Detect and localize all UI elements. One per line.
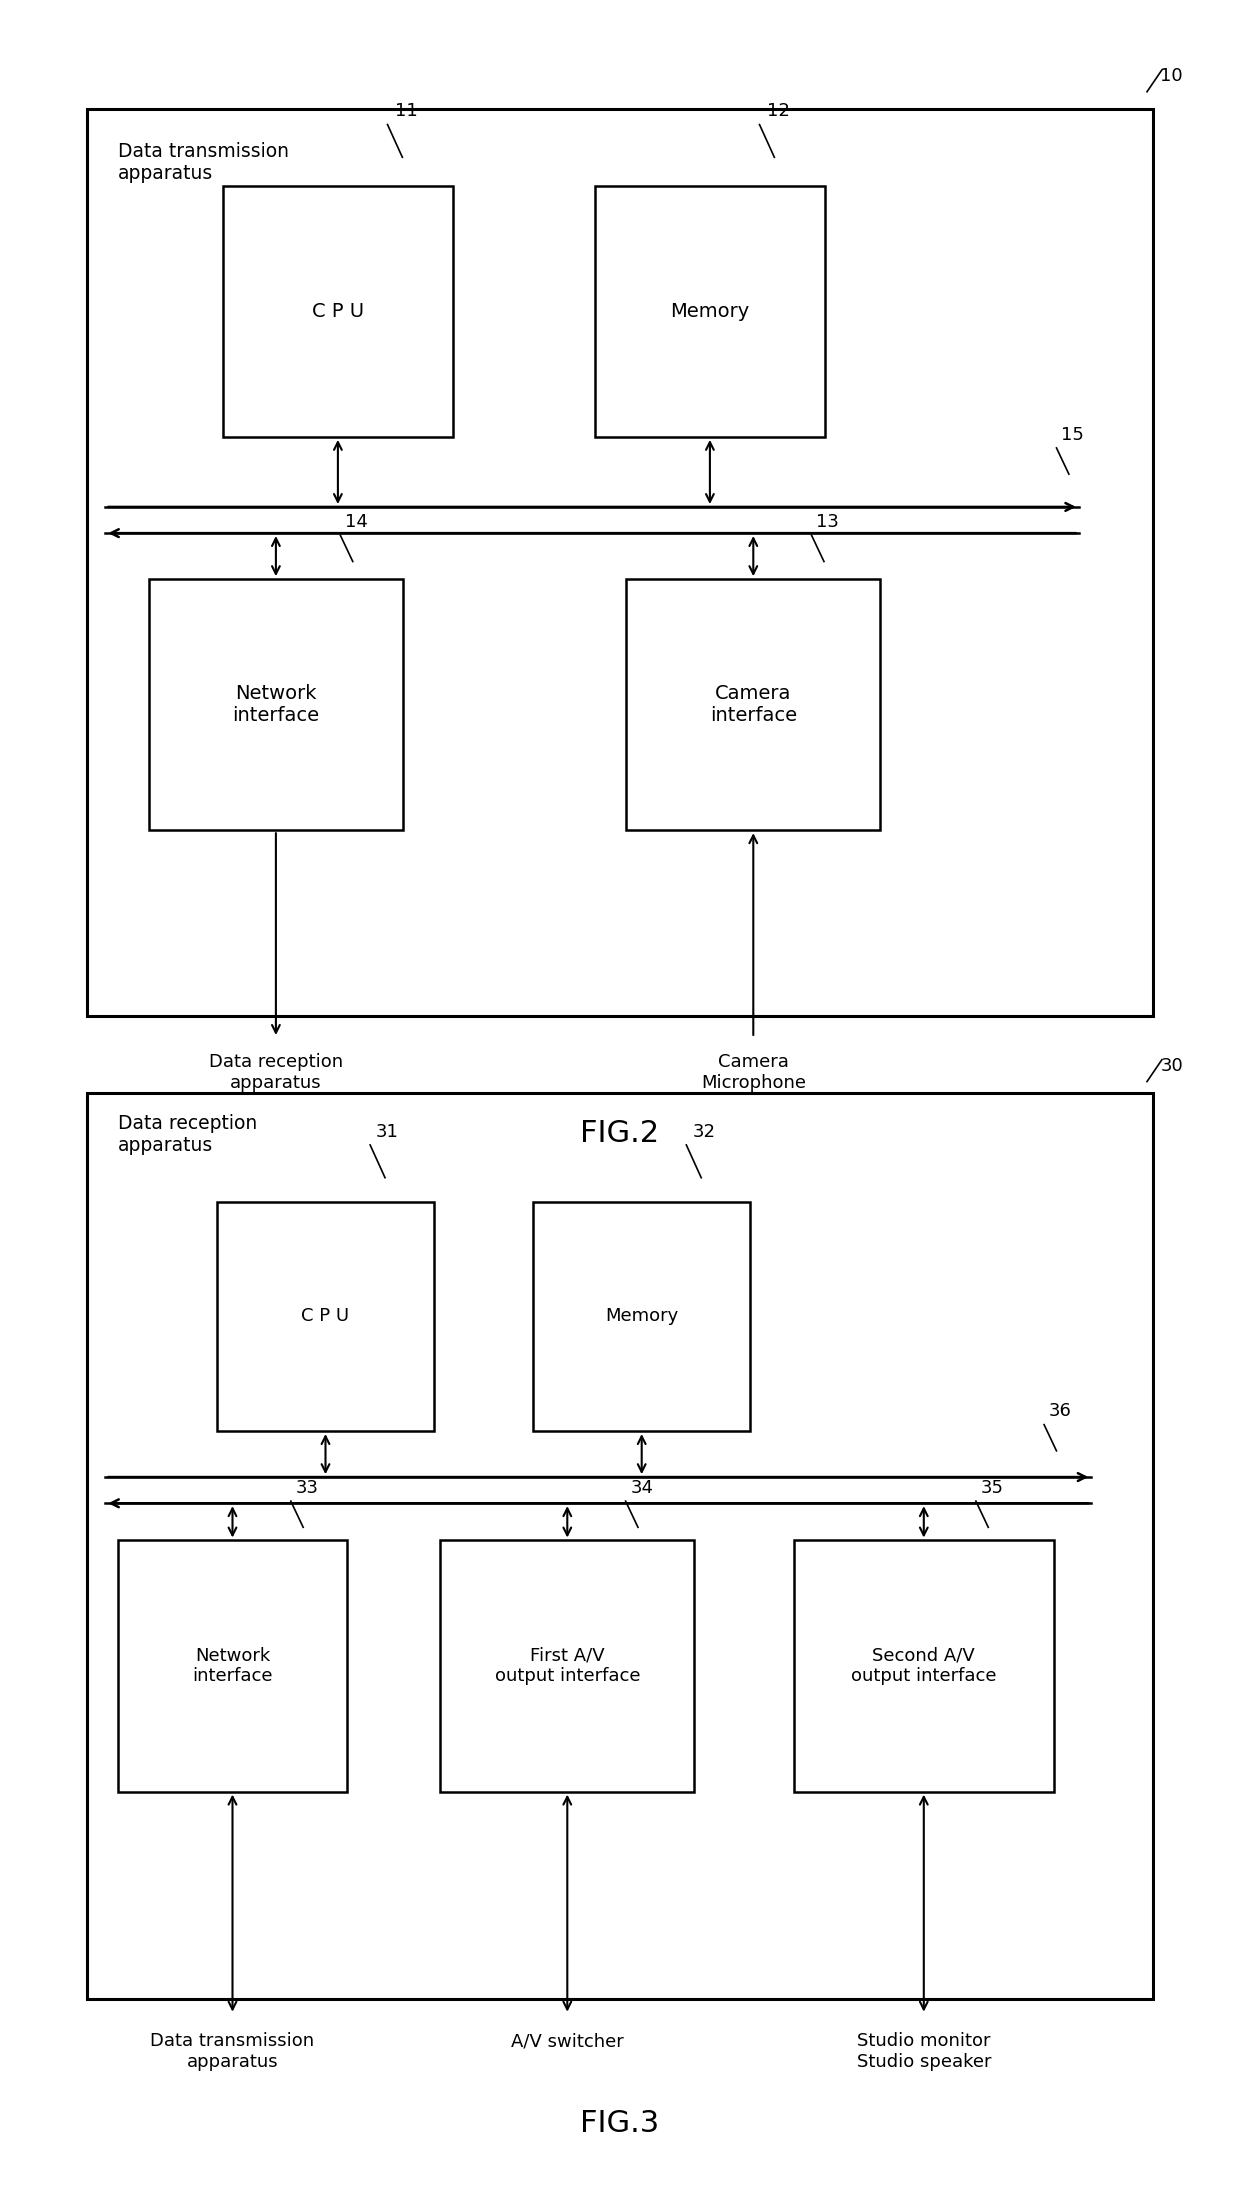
Text: 10: 10	[1161, 68, 1183, 85]
Text: Network
interface: Network interface	[192, 1647, 273, 1685]
Bar	[118, 1540, 347, 1792]
Bar	[87, 1092, 1153, 1999]
Text: Data transmission
apparatus: Data transmission apparatus	[118, 142, 289, 184]
Text: Data reception
apparatus: Data reception apparatus	[208, 1053, 343, 1092]
Text: Memory: Memory	[671, 302, 749, 321]
Text: 11: 11	[394, 103, 418, 120]
Text: Studio monitor
Studio speaker: Studio monitor Studio speaker	[857, 2032, 991, 2071]
Text: Memory: Memory	[605, 1307, 678, 1326]
Bar	[87, 109, 1153, 1016]
Text: 31: 31	[376, 1123, 399, 1141]
Text: 36: 36	[1049, 1403, 1071, 1420]
Text: FIG.2: FIG.2	[580, 1119, 660, 1147]
Text: Camera
Microphone: Camera Microphone	[701, 1053, 806, 1092]
Text: 14: 14	[345, 513, 368, 531]
Text: 13: 13	[816, 513, 839, 531]
Text: Camera
interface: Camera interface	[709, 684, 797, 725]
Text: Network
interface: Network interface	[232, 684, 320, 725]
Text: Data reception
apparatus: Data reception apparatus	[118, 1114, 257, 1156]
Text: Second A/V
output interface: Second A/V output interface	[851, 1647, 997, 1685]
Text: 35: 35	[981, 1479, 1003, 1497]
Text: FIG.3: FIG.3	[580, 2109, 660, 2137]
Text: 12: 12	[766, 103, 790, 120]
Bar	[794, 1540, 1054, 1792]
Bar	[149, 579, 403, 830]
Text: 30: 30	[1161, 1058, 1183, 1075]
Bar	[533, 1202, 750, 1431]
Text: A/V switcher: A/V switcher	[511, 2032, 624, 2050]
Text: 34: 34	[630, 1479, 653, 1497]
Bar	[440, 1540, 694, 1792]
Bar	[595, 186, 825, 437]
Text: 15: 15	[1061, 426, 1084, 444]
Text: Data transmission
apparatus: Data transmission apparatus	[150, 2032, 315, 2071]
Text: 33: 33	[295, 1479, 319, 1497]
Bar	[217, 1202, 434, 1431]
Text: 32: 32	[692, 1123, 715, 1141]
Bar	[223, 186, 453, 437]
Text: C P U: C P U	[311, 302, 365, 321]
Text: C P U: C P U	[301, 1307, 350, 1326]
Text: First A/V
output interface: First A/V output interface	[495, 1647, 640, 1685]
Bar	[626, 579, 880, 830]
